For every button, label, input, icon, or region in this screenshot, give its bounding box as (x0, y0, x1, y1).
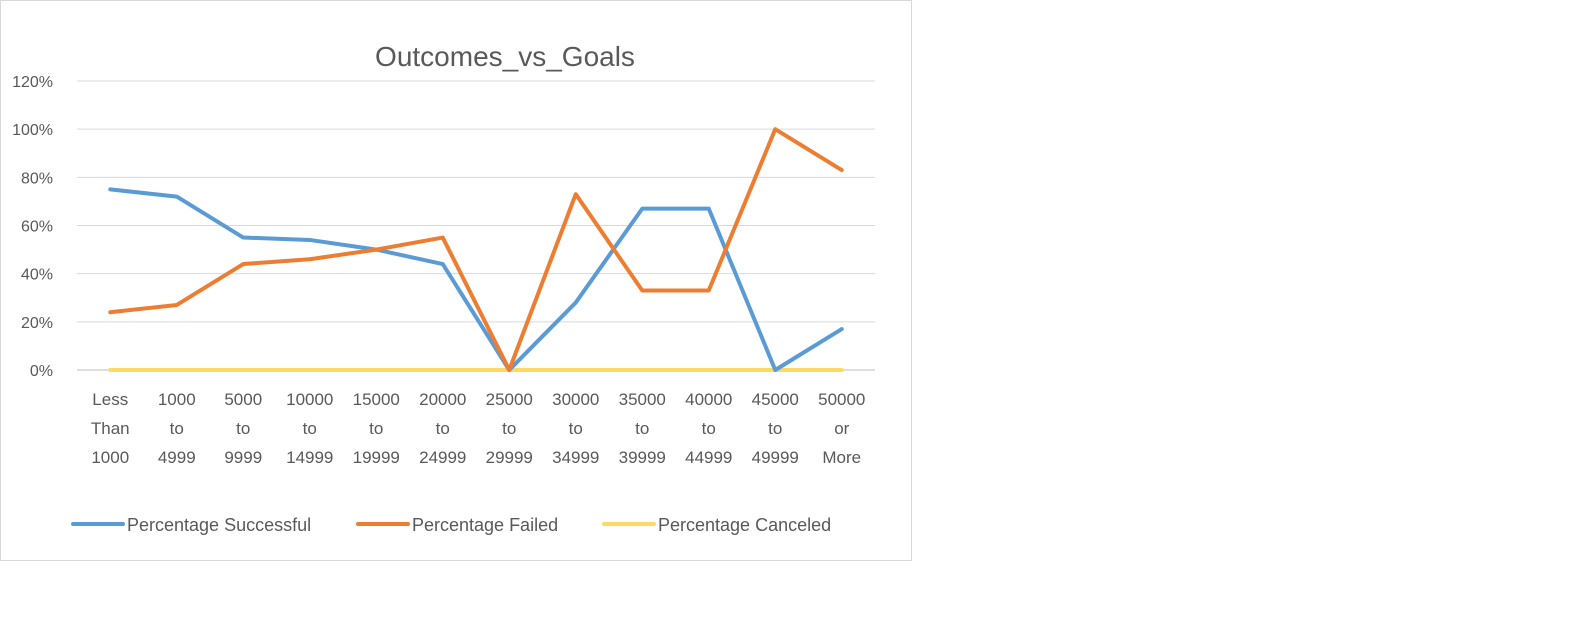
x-category-line: 29999 (486, 448, 533, 467)
x-category-line: to (702, 419, 716, 438)
x-category-line: 40000 (685, 390, 732, 409)
x-category-label: 10000 to 14999 (286, 390, 333, 467)
y-tick-label: 60% (21, 219, 53, 236)
x-category-line: 4999 (158, 448, 196, 467)
x-category-line: 39999 (619, 448, 666, 467)
y-tick-label: 100% (12, 122, 53, 139)
x-category-line: Less (92, 390, 128, 409)
series-lines (108, 127, 844, 372)
x-category-label: 1000 to 4999 (158, 390, 196, 467)
x-category-line: 45000 (752, 390, 799, 409)
x-category-line: 20000 (419, 390, 466, 409)
x-category-line: to (236, 419, 250, 438)
y-tick-label: 0% (30, 363, 53, 380)
y-axis-ticks: 0% 20% 40% 60% 80% 100% 120% (12, 74, 53, 380)
x-category-line: 50000 (818, 390, 865, 409)
x-category-line: 14999 (286, 448, 333, 467)
x-category-line: to (170, 419, 184, 438)
legend-label: Percentage Successful (127, 515, 311, 535)
gridlines (77, 80, 875, 371)
x-category-line: 25000 (486, 390, 533, 409)
y-tick-label: 40% (21, 267, 53, 284)
x-category-label: 5000 to 9999 (224, 390, 262, 467)
x-category-label: Less Than 1000 (91, 390, 130, 467)
series-line-percentage-successful (108, 187, 844, 372)
chart-svg: Outcomes_vs_Goals 0% 20% 40% 60% 80% 100% 120%… (12, 41, 875, 535)
legend-label: Percentage Failed (412, 515, 558, 535)
legend-label: Percentage Canceled (658, 515, 831, 535)
x-category-line: to (303, 419, 317, 438)
x-category-line: or (834, 419, 849, 438)
x-category-line: to (768, 419, 782, 438)
x-category-line: 35000 (619, 390, 666, 409)
x-category-label: 15000 to 19999 (353, 390, 400, 467)
x-category-line: 30000 (552, 390, 599, 409)
x-category-line: 34999 (552, 448, 599, 467)
x-category-line: 9999 (224, 448, 262, 467)
x-category-label: 35000 to 39999 (619, 390, 666, 467)
chart-title: Outcomes_vs_Goals (375, 41, 635, 72)
x-category-label: 20000 to 24999 (419, 390, 466, 467)
x-category-line: 24999 (419, 448, 466, 467)
y-tick-label: 120% (12, 74, 53, 91)
x-category-line: Than (91, 419, 130, 438)
x-category-line: 1000 (91, 448, 129, 467)
x-category-line: 44999 (685, 448, 732, 467)
x-category-label: 40000 to 44999 (685, 390, 732, 467)
x-category-line: 49999 (752, 448, 799, 467)
x-category-line: to (502, 419, 516, 438)
chart-frame: Outcomes_vs_Goals 0% 20% 40% 60% 80% 100% 120%… (0, 0, 912, 561)
x-category-line: to (369, 419, 383, 438)
x-category-label: 30000 to 34999 (552, 390, 599, 467)
x-category-label: 50000 or More (818, 390, 865, 467)
series-line-percentage-failed (108, 127, 844, 372)
legend: Percentage Successful Percentage Failed Pe… (71, 515, 831, 535)
y-tick-label: 80% (21, 170, 53, 187)
x-category-line: 1000 (158, 390, 196, 409)
x-category-line: 15000 (353, 390, 400, 409)
x-category-label: 45000 to 49999 (752, 390, 799, 467)
x-category-line: to (635, 419, 649, 438)
x-category-label: 25000 to 29999 (486, 390, 533, 467)
y-tick-label: 20% (21, 315, 53, 332)
x-category-line: 19999 (353, 448, 400, 467)
x-category-line: to (569, 419, 583, 438)
x-category-line: to (436, 419, 450, 438)
x-category-line: 5000 (224, 390, 262, 409)
x-category-line: More (822, 448, 861, 467)
x-category-line: 10000 (286, 390, 333, 409)
